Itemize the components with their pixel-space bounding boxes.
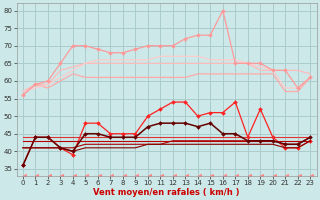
X-axis label: Vent moyen/en rafales ( km/h ): Vent moyen/en rafales ( km/h ) <box>93 188 240 197</box>
